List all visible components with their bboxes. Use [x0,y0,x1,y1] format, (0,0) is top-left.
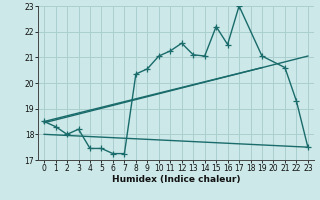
X-axis label: Humidex (Indice chaleur): Humidex (Indice chaleur) [112,175,240,184]
